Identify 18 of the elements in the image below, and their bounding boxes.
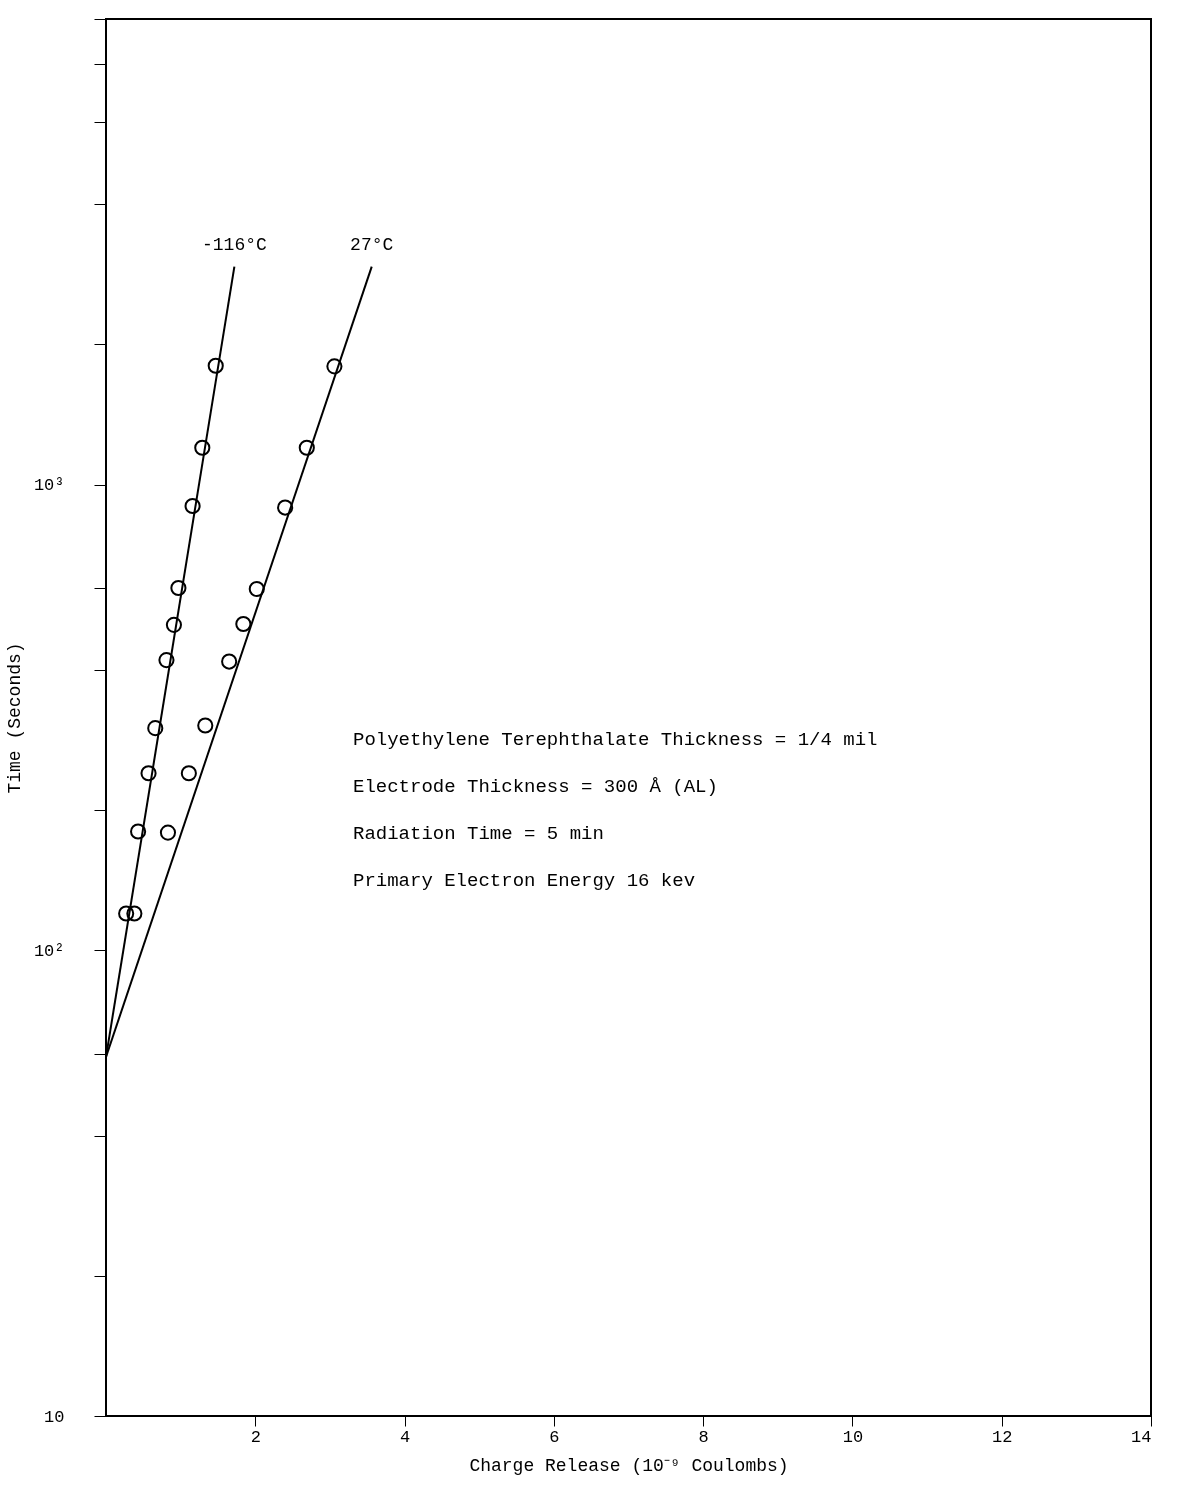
series-label: -116°C — [201, 234, 267, 255]
y-tick-label: 10³ — [33, 476, 65, 496]
y-axis-title: Time (Seconds) — [4, 642, 25, 794]
x-tick-label: 10 — [842, 1427, 864, 1447]
annotation: Polyethylene Terephthalate Thickness = 1/4 mil — [353, 729, 878, 751]
x-tick-label: 8 — [698, 1427, 709, 1447]
x-tick-label: 2 — [250, 1427, 261, 1447]
x-tick-label: 6 — [549, 1427, 560, 1447]
y-tick-label: 10 — [44, 1407, 65, 1427]
x-tick-label: 4 — [399, 1427, 411, 1447]
annotation: Radiation Time = 5 min — [353, 823, 604, 845]
x-tick-label: 14 — [1131, 1427, 1152, 1447]
x-tick-label: 12 — [992, 1427, 1013, 1447]
y-tick-label: 10² — [33, 941, 65, 961]
x-axis-title: Charge Release (10⁻⁹ Coulombs) — [469, 1455, 789, 1476]
annotation: Electrode Thickness = 300 Å (AL) — [353, 776, 718, 798]
series-label: 27°C — [350, 234, 394, 255]
annotation: Primary Electron Energy 16 kev — [353, 870, 696, 892]
